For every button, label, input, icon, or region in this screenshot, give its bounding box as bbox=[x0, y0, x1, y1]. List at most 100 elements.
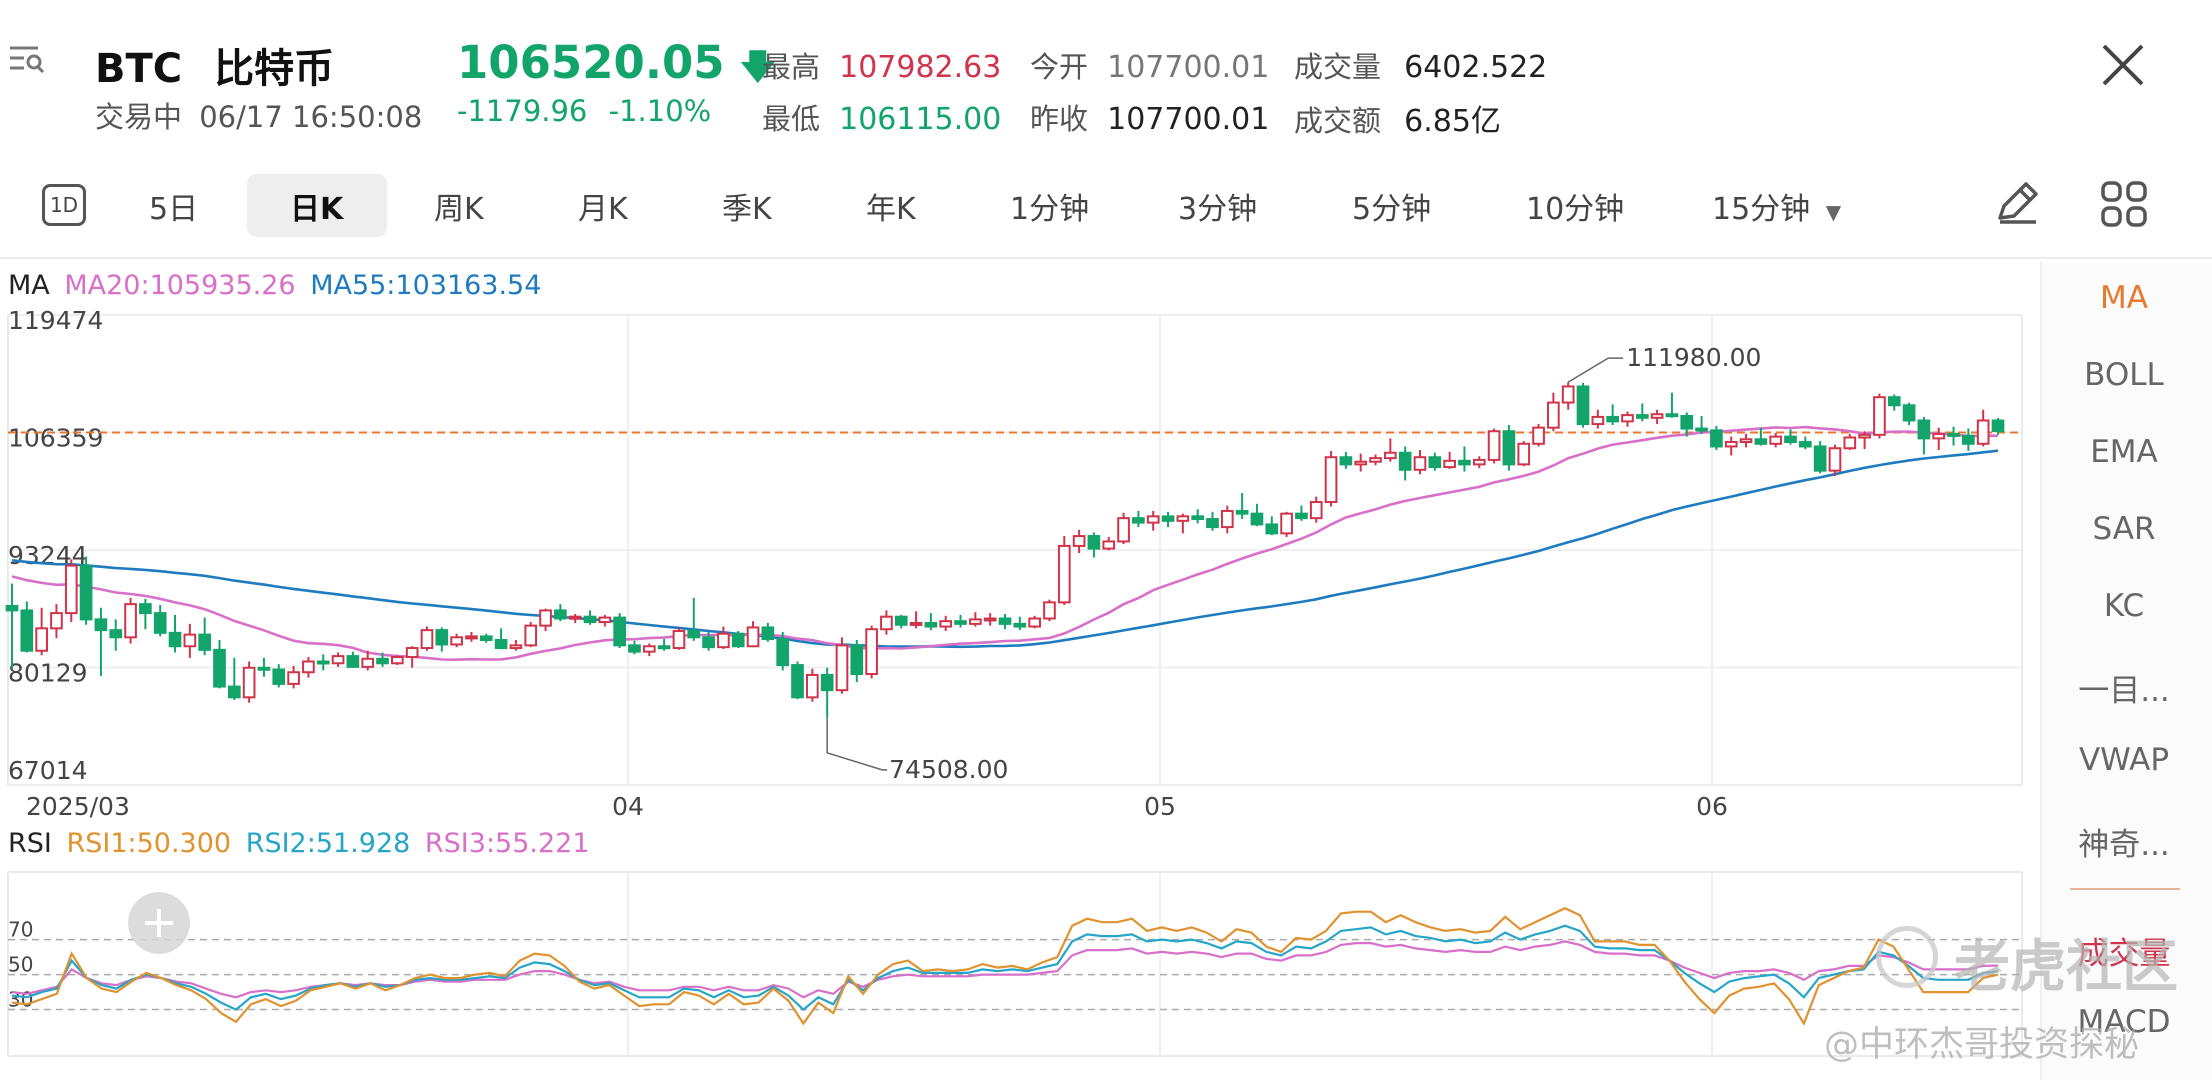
candle bbox=[657, 639, 671, 651]
candle-body bbox=[1621, 414, 1634, 423]
candle bbox=[1887, 394, 1901, 411]
tab-15min[interactable]: 15分钟 ▼ bbox=[1712, 184, 1841, 228]
stat-open-label: 今开 bbox=[1030, 50, 1089, 84]
indicator-ema[interactable]: EMA bbox=[2090, 434, 2158, 470]
candle-body bbox=[1991, 419, 2005, 433]
rsi-chart[interactable]: 70 50 30 bbox=[0, 860, 2030, 1060]
candle bbox=[1606, 404, 1619, 425]
candle bbox=[1710, 425, 1723, 451]
tab-1min[interactable]: 1分钟 bbox=[1010, 192, 1090, 227]
candle-body bbox=[227, 685, 241, 699]
candle bbox=[1843, 433, 1857, 451]
candle bbox=[1873, 393, 1886, 439]
tab-5day[interactable]: 5日 bbox=[149, 192, 199, 227]
indicator-ma[interactable]: MA bbox=[2100, 280, 2148, 316]
price-change: -1179.96 -1.10% bbox=[457, 94, 711, 128]
symbol-name: 比特币 bbox=[214, 46, 335, 92]
candle bbox=[153, 605, 167, 637]
candle-body bbox=[1813, 445, 1827, 472]
candle-body bbox=[405, 647, 419, 659]
candle-body bbox=[1043, 601, 1056, 620]
draw-pen-icon[interactable] bbox=[1992, 178, 2042, 228]
candle bbox=[509, 639, 523, 651]
tab-yearly[interactable]: 年K bbox=[866, 192, 916, 227]
candle-body bbox=[1339, 456, 1353, 466]
candle-body bbox=[642, 645, 656, 653]
candle bbox=[1250, 503, 1264, 527]
candle-body bbox=[1947, 432, 1960, 437]
candle-body bbox=[1117, 517, 1130, 543]
candle bbox=[1102, 536, 1116, 551]
stat-prev-close-label: 昨收 bbox=[1030, 102, 1089, 136]
candle-body bbox=[1443, 459, 1456, 469]
candle-body bbox=[1013, 622, 1027, 628]
interval-icon[interactable]: 1D bbox=[42, 184, 86, 226]
candle bbox=[1146, 510, 1160, 531]
layout-grid-icon[interactable] bbox=[2100, 180, 2148, 228]
candle bbox=[1991, 417, 2005, 435]
tab-10min[interactable]: 10分钟 bbox=[1526, 192, 1625, 227]
ma-legend: MA MA20:105935.26 MA55:103163.54 bbox=[8, 270, 541, 301]
stat-prev-close-value: 107700.01 bbox=[1107, 102, 1270, 137]
candle bbox=[1487, 428, 1501, 464]
candle-body bbox=[1265, 523, 1279, 535]
indicator-macd[interactable]: MACD bbox=[2077, 1004, 2171, 1040]
candle-body bbox=[761, 626, 775, 641]
tab-daily[interactable]: 日K bbox=[290, 192, 344, 227]
indicator-kc[interactable]: KC bbox=[2103, 588, 2145, 624]
tab-3min[interactable]: 3分钟 bbox=[1178, 192, 1258, 227]
candle-body bbox=[776, 638, 790, 667]
candle bbox=[1621, 411, 1634, 427]
tab-monthly[interactable]: 月K bbox=[578, 192, 628, 227]
candle-body bbox=[1191, 515, 1205, 521]
candle-body bbox=[1502, 430, 1516, 466]
candle bbox=[124, 597, 137, 644]
indicator-sidebar bbox=[2040, 262, 2212, 1080]
candle bbox=[613, 613, 626, 649]
candle-body bbox=[35, 627, 48, 652]
candle bbox=[568, 614, 582, 623]
candle-body bbox=[554, 609, 567, 620]
candle bbox=[1339, 451, 1353, 469]
indicator-volume[interactable]: 成交量 bbox=[2077, 936, 2171, 972]
close-icon[interactable] bbox=[2098, 40, 2148, 90]
candle bbox=[1784, 429, 1797, 445]
candle-body bbox=[613, 616, 626, 647]
sidebar-divider bbox=[2070, 888, 2180, 890]
candle bbox=[746, 621, 760, 648]
candle bbox=[1043, 599, 1056, 622]
candle bbox=[168, 614, 182, 653]
indicator-sar[interactable]: SAR bbox=[2092, 511, 2156, 547]
indicator-ichimoku[interactable]: 一目... bbox=[2078, 673, 2170, 709]
tab-weekly[interactable]: 周K bbox=[434, 192, 484, 227]
min-annotation-leader bbox=[826, 717, 888, 771]
status-datetime: 06/17 16:50:08 bbox=[199, 100, 423, 134]
crosshair-add-button[interactable] bbox=[128, 892, 190, 954]
indicator-magic[interactable]: 神奇... bbox=[2078, 827, 2170, 863]
candle-body bbox=[820, 673, 834, 692]
candle-body bbox=[1235, 509, 1249, 515]
candle bbox=[1947, 426, 1960, 446]
candle-body bbox=[1798, 440, 1812, 448]
candle bbox=[242, 661, 256, 703]
candle bbox=[5, 583, 19, 669]
stat-high-label: 最高 bbox=[762, 50, 821, 84]
tab-quarterly[interactable]: 季K bbox=[722, 192, 772, 227]
tab-5min[interactable]: 5分钟 bbox=[1352, 192, 1432, 227]
price-value: 106520.05 bbox=[457, 36, 725, 89]
candle-body bbox=[1561, 385, 1575, 404]
candle bbox=[346, 651, 360, 668]
candle-body bbox=[1680, 415, 1694, 430]
candle-body bbox=[850, 644, 864, 676]
candle-body bbox=[1576, 385, 1590, 426]
candle-body bbox=[791, 664, 804, 699]
change-value: -1179.96 bbox=[457, 94, 588, 128]
candle-body bbox=[1295, 512, 1308, 520]
candle bbox=[316, 654, 330, 671]
menu-icon[interactable] bbox=[8, 40, 48, 80]
indicator-boll[interactable]: BOLL bbox=[2084, 357, 2164, 393]
ma55-line bbox=[11, 449, 1999, 649]
indicator-vwap[interactable]: VWAP bbox=[2078, 742, 2170, 778]
candle-body bbox=[316, 660, 330, 665]
